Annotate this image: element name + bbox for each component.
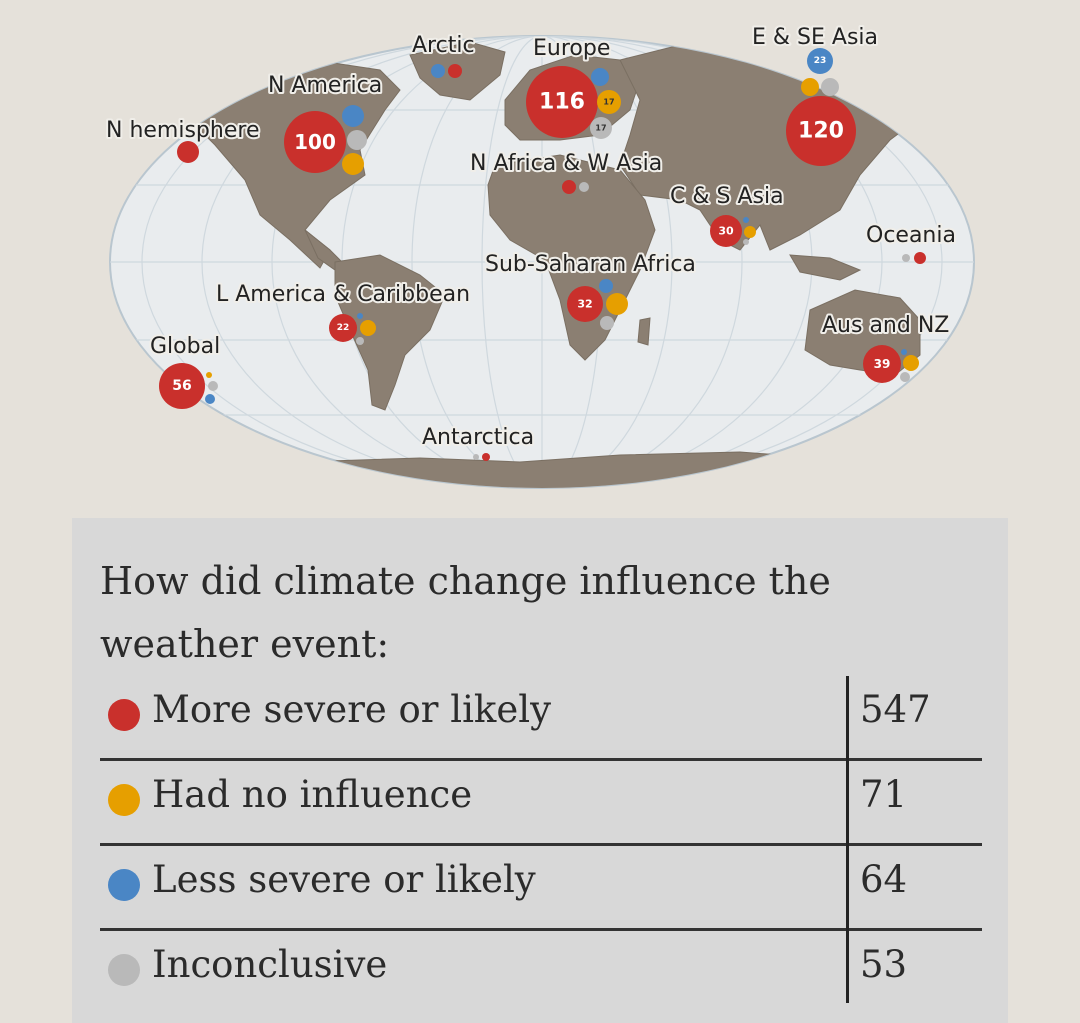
bubble-europe-inconclusive-value: 17 <box>595 124 606 133</box>
legend-divider <box>846 676 849 1003</box>
bubble-aus-more <box>863 345 901 383</box>
legend-row-less: Less severe or likely 64 <box>100 846 982 931</box>
world-map: Arctic Europe E & SE Asia N America N he… <box>104 23 975 489</box>
bubble-ssa-more-value: 32 <box>577 298 592 311</box>
bubble-n-africa-inconclusive <box>579 182 589 192</box>
label-oceania: Oceania <box>866 223 956 248</box>
legend-count-inconclusive: 53 <box>860 943 908 986</box>
bubble-antarctica-inconclusive <box>473 454 479 460</box>
bubble-arctic-more <box>448 64 462 78</box>
bubble-europe-more <box>526 66 598 138</box>
bubble-aus-none <box>903 355 919 371</box>
legend-count-less: 64 <box>860 858 908 901</box>
bubble-ssa-more <box>567 286 603 322</box>
bubble-e-se-asia-none <box>801 78 819 96</box>
legend-label-none: Had no influence <box>152 773 473 816</box>
orange-dot-icon <box>108 784 140 816</box>
bubbles: 116 17 17 23 120 100 30 32 <box>159 48 926 461</box>
bubble-europe-none-value: 17 <box>603 98 614 107</box>
legend-label-inconclusive: Inconclusive <box>152 943 388 986</box>
bubble-c-s-asia-more <box>710 215 742 247</box>
bubble-ssa-less <box>599 279 613 293</box>
blue-dot-icon <box>108 869 140 901</box>
label-c-s-asia: C & S Asia <box>670 184 784 209</box>
bubble-e-se-asia-more-value: 120 <box>798 119 844 144</box>
legend-title: How did climate change influence the wea… <box>100 559 831 666</box>
legend-row-none: Had no influence 71 <box>100 761 982 846</box>
bubble-n-america-none <box>342 153 364 175</box>
legend-panel: How did climate change influence the wea… <box>72 518 1008 1023</box>
label-global: Global <box>150 334 220 359</box>
bubble-c-s-asia-inconclusive <box>743 239 749 245</box>
bubble-c-s-asia-more-value: 30 <box>718 225 734 238</box>
bubble-n-america-more <box>284 111 346 173</box>
bubble-e-se-asia-inconclusive <box>821 78 839 96</box>
bubble-ssa-none <box>606 293 628 315</box>
bubble-lamerica-inconclusive <box>356 337 364 345</box>
bubble-global-more <box>159 363 205 409</box>
label-n-america: N America <box>268 73 382 98</box>
bubble-global-more-value: 56 <box>172 378 191 394</box>
bubble-lamerica-none <box>360 320 376 336</box>
bubble-lamerica-more-value: 22 <box>337 323 350 333</box>
bubble-oceania-inconclusive <box>902 254 910 262</box>
bubble-aus-inconclusive <box>900 372 910 382</box>
bubble-n-america-more-value: 100 <box>294 130 336 154</box>
label-aus-nz: Aus and NZ <box>822 313 949 338</box>
bubble-lamerica-less <box>357 313 363 319</box>
bubble-aus-less <box>901 349 907 355</box>
label-l-america-caribbean: L America & Caribbean <box>216 282 470 307</box>
bubble-aus-more-value: 39 <box>874 357 891 371</box>
legend-row-more: More severe or likely 547 <box>100 676 982 761</box>
label-e-se-asia: E & SE Asia <box>752 25 878 50</box>
legend-label-more: More severe or likely <box>152 688 551 731</box>
bubble-n-hemisphere-more <box>177 141 199 163</box>
bubble-n-america-less <box>342 105 364 127</box>
bubble-e-se-asia-less <box>807 48 833 74</box>
bubble-global-less <box>205 394 215 404</box>
bubble-c-s-asia-less <box>743 217 749 223</box>
label-n-hemisphere: N hemisphere <box>106 118 259 143</box>
bubble-n-africa-more <box>562 180 576 194</box>
bubble-europe-none <box>597 90 621 114</box>
legend-row-inconclusive: Inconclusive 53 <box>100 931 982 1013</box>
legend-count-none: 71 <box>860 773 908 816</box>
bubble-e-se-asia-more <box>786 96 856 166</box>
bubble-europe-more-value: 116 <box>539 90 585 115</box>
label-n-africa-w-asia: N Africa & W Asia <box>470 151 662 176</box>
bubble-antarctica-more <box>482 453 490 461</box>
bubble-global-none <box>206 372 212 378</box>
bubble-n-america-inconclusive <box>347 130 367 150</box>
bubble-e-se-asia-less-value: 23 <box>814 56 827 66</box>
legend-table: More severe or likely 547 Had no influen… <box>100 676 982 1013</box>
label-sub-saharan-africa: Sub-Saharan Africa <box>485 252 696 277</box>
label-antarctica: Antarctica <box>422 425 534 450</box>
bubble-europe-inconclusive <box>590 117 612 139</box>
red-dot-icon <box>108 699 140 731</box>
bubble-europe-less <box>591 68 609 86</box>
bubble-c-s-asia-none <box>744 226 756 238</box>
legend-label-less: Less severe or likely <box>152 858 536 901</box>
grey-dot-icon <box>108 954 140 986</box>
label-europe: Europe <box>533 36 610 61</box>
bubble-arctic-less <box>431 64 445 78</box>
bubble-global-inconclusive <box>208 381 218 391</box>
bubble-ssa-inconclusive <box>600 316 614 330</box>
bubble-lamerica-more <box>329 314 357 342</box>
legend-count-more: 547 <box>860 688 931 731</box>
label-arctic: Arctic <box>412 33 475 58</box>
bubble-oceania-more <box>914 252 926 264</box>
